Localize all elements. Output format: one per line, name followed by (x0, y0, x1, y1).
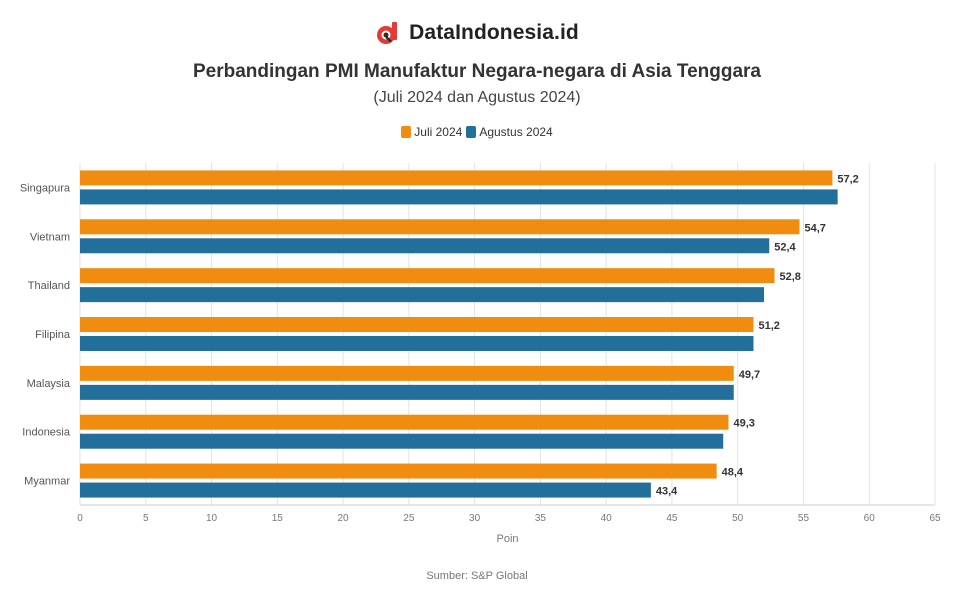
bar-agustus-2024 (80, 287, 764, 303)
x-tick-label: 5 (143, 513, 149, 524)
category-label: Myanmar (24, 476, 70, 488)
source-note: Sumber: S&P Global (426, 570, 528, 582)
legend-label-juli: Juli 2024 (414, 125, 463, 139)
x-tick-label: 10 (206, 513, 218, 524)
legend: Juli 2024 Agustus 2024 (0, 125, 954, 139)
data-label: 52,4 (774, 241, 796, 253)
data-label: 43,4 (656, 486, 678, 498)
category-label: Thailand (28, 280, 70, 292)
bar-agustus-2024 (80, 336, 754, 351)
x-tick-label: 25 (403, 513, 415, 524)
bar-agustus-2024 (80, 189, 838, 205)
data-label: 49,7 (739, 369, 760, 381)
legend-label-agustus: Agustus 2024 (479, 125, 553, 139)
data-label: 49,3 (733, 418, 754, 430)
legend-item-juli[interactable]: Juli 2024 (401, 125, 462, 139)
bar-juli-2024 (80, 170, 833, 186)
legend-swatch-agustus (466, 126, 477, 138)
brand-name: DataIndonesia.id (409, 21, 579, 44)
bar-juli-2024 (80, 414, 729, 430)
chart-subtitle: (Juli 2024 dan Agustus 2024) (373, 89, 581, 106)
x-tick-label: 40 (601, 513, 613, 524)
x-tick-label: 15 (272, 513, 284, 524)
x-tick-label: 30 (469, 513, 481, 524)
bar-juli-2024 (80, 463, 717, 479)
category-label: Filipina (35, 329, 71, 341)
x-axis-title: Poin (496, 533, 518, 545)
x-tick-label: 50 (732, 513, 744, 524)
legend-swatch-juli (401, 126, 412, 138)
chart-area: Singapura 57,2 Vietnam 54,7 52,4 Thailand 52,8… (0, 150, 954, 570)
bar-agustus-2024 (80, 482, 651, 498)
x-tick-label: 35 (535, 513, 547, 524)
bar-agustus-2024 (80, 384, 734, 400)
category-label: Malaysia (27, 378, 71, 390)
bar-juli-2024 (80, 317, 754, 332)
data-label: 48,4 (722, 467, 744, 479)
bar-agustus-2024 (80, 238, 770, 254)
x-tick-label: 20 (338, 513, 350, 524)
bar-chart: Singapura 57,2 Vietnam 54,7 52,4 Thailand 52,8… (20, 163, 941, 545)
category-label: Vietnam (30, 231, 70, 243)
x-tick-label: 0 (77, 513, 83, 524)
category-label: Indonesia (22, 427, 71, 439)
data-label: 52,8 (780, 271, 801, 283)
data-label: 57,2 (837, 173, 858, 185)
bar-juli-2024 (80, 365, 734, 381)
x-tick-label: 55 (798, 513, 810, 524)
x-tick-label: 45 (666, 513, 678, 524)
bar-juli-2024 (80, 268, 775, 284)
chart-title: Perbandingan PMI Manufaktur Negara-negar… (192, 61, 761, 82)
x-tick-label: 65 (929, 513, 941, 524)
bar-juli-2024 (80, 219, 800, 235)
dataindonesia-logo-icon (377, 22, 398, 44)
legend-item-agustus[interactable]: Agustus 2024 (466, 125, 553, 139)
category-label: Singapura (20, 182, 71, 194)
bar-agustus-2024 (80, 433, 724, 449)
data-label: 51,2 (758, 320, 779, 332)
brand: DataIndonesia.id (0, 20, 954, 46)
x-tick-label: 60 (864, 513, 876, 524)
data-label: 54,7 (805, 222, 826, 234)
